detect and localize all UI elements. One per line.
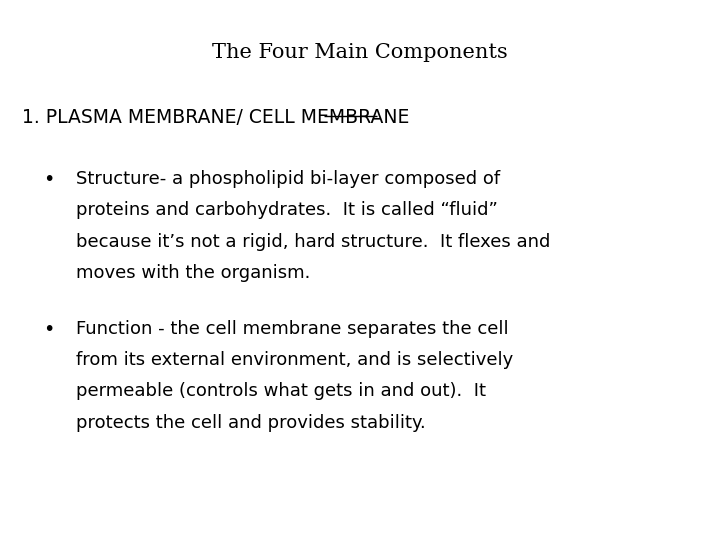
Text: •: •	[43, 170, 55, 189]
Text: permeable (controls what gets in and out).  It: permeable (controls what gets in and out…	[76, 382, 485, 400]
Text: Structure- a phospholipid bi-layer composed of: Structure- a phospholipid bi-layer compo…	[76, 170, 500, 188]
Text: because it’s not a rigid, hard structure.  It flexes and: because it’s not a rigid, hard structure…	[76, 233, 550, 251]
Text: proteins and carbohydrates.  It is called “fluid”: proteins and carbohydrates. It is called…	[76, 201, 498, 219]
Text: Function - the cell membrane separates the cell: Function - the cell membrane separates t…	[76, 320, 508, 338]
Text: protects the cell and provides stability.: protects the cell and provides stability…	[76, 414, 426, 431]
Text: The Four Main Components: The Four Main Components	[212, 43, 508, 62]
Text: 1. PLASMA MEMBRANE/ CELL MEMBRANE: 1. PLASMA MEMBRANE/ CELL MEMBRANE	[22, 108, 409, 127]
Text: moves with the organism.: moves with the organism.	[76, 264, 310, 282]
Text: from its external environment, and is selectively: from its external environment, and is se…	[76, 351, 513, 369]
Text: •: •	[43, 320, 55, 339]
